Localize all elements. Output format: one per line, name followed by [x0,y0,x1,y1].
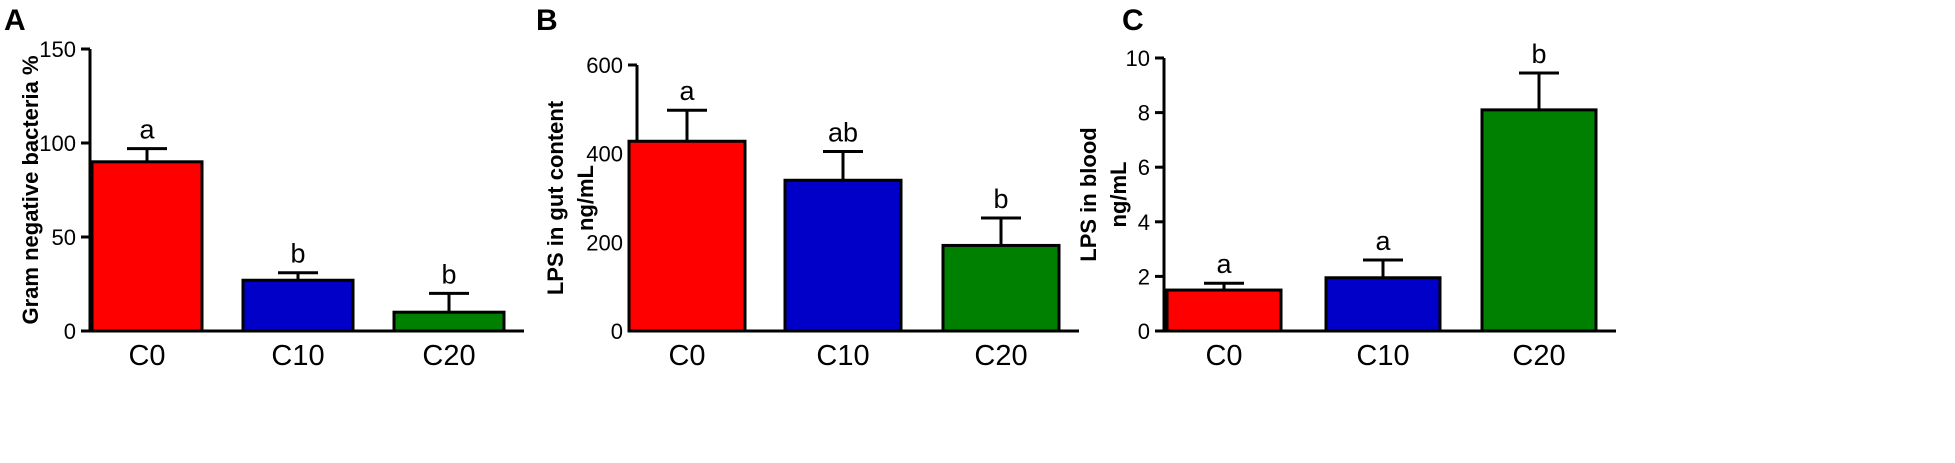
bar-C20 [392,310,506,333]
bar-C20 [941,243,1061,333]
bar-C0 [627,139,747,333]
bar-C10 [241,278,355,333]
x-tick-label: C20 [422,340,475,372]
x-tick-label: C10 [271,340,324,372]
bar-C0 [1165,288,1283,333]
bar-C10 [783,178,903,333]
panel-letter: B [536,4,558,37]
significance-label: b [441,259,456,289]
x-tick-label: C10 [816,340,869,372]
x-tick-label: C0 [1205,340,1242,372]
y-tick-label: 4 [1138,210,1150,235]
x-tick-label: C20 [1512,340,1565,372]
y-axis-label: LPS in gut content [543,100,568,295]
significance-label: ab [828,117,858,147]
x-tick-label: C0 [668,340,705,372]
significance-label: a [139,115,155,145]
y-axis-label: LPS in blood [1076,127,1101,261]
y-tick-label: 0 [611,319,623,344]
bar-C0 [90,160,204,333]
y-tick-label: 0 [1138,319,1150,344]
y-tick-label: 600 [586,53,623,78]
y-tick-label: 2 [1138,264,1150,289]
panel-B: B 0 200 400 600 LPS in gut content ng/mL a C0 ab C… [536,4,1079,372]
bar-C10 [1324,276,1442,333]
y-tick-label: 200 [586,230,623,255]
bar-C20 [1480,108,1598,333]
y-tick-label: 0 [64,319,76,344]
y-tick-label: 6 [1138,155,1150,180]
y-axis-label: ng/mL [1106,162,1131,228]
panel-letter: A [4,4,26,37]
significance-label: a [1375,226,1391,256]
significance-label: b [993,184,1008,214]
significance-label: b [1531,39,1546,69]
y-axis-label: ng/mL [573,165,598,231]
y-tick-label: 50 [52,225,76,250]
y-tick-label: 8 [1138,101,1150,126]
significance-label: b [290,239,305,269]
y-axis-label: Gram negative bacteria % [18,55,43,324]
significance-label: a [679,76,695,106]
x-tick-label: C10 [1356,340,1409,372]
panel-letter: C [1122,4,1144,37]
x-tick-label: C20 [974,340,1027,372]
y-tick-label: 100 [39,131,76,156]
y-tick-label: 150 [39,37,76,62]
y-tick-label: 10 [1126,46,1150,71]
significance-label: a [1216,249,1232,279]
x-tick-label: C0 [128,340,165,372]
y-tick-label: 400 [586,142,623,167]
